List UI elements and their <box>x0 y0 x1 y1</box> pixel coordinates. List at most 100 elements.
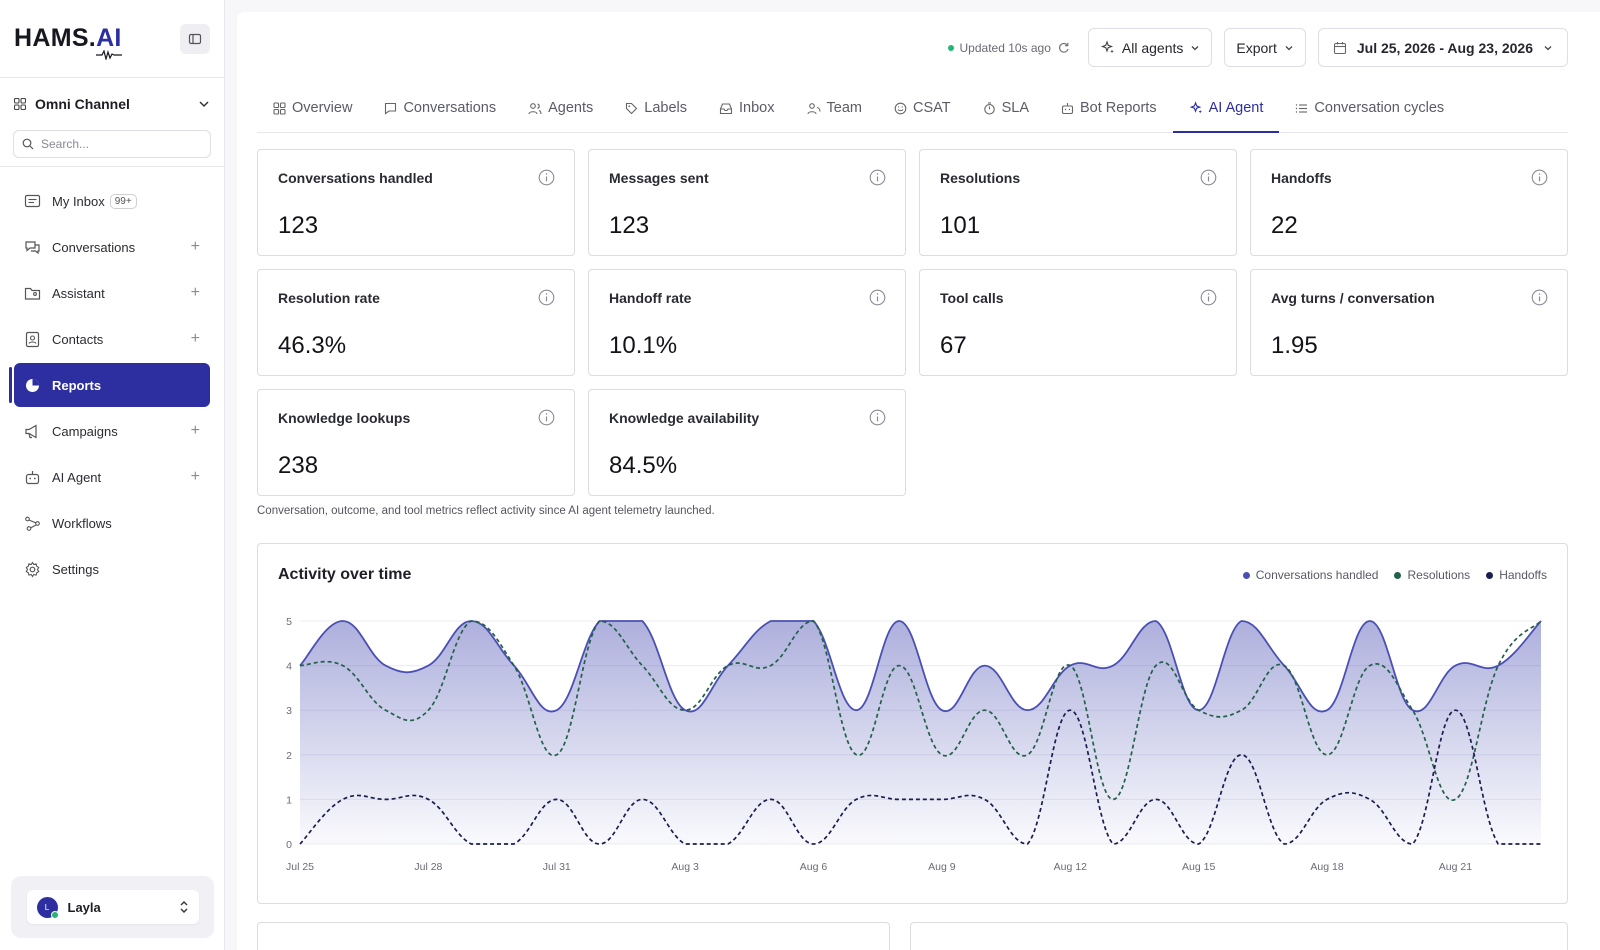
refresh-icon[interactable] <box>1057 41 1070 54</box>
x-tick-label: Aug 9 <box>928 861 956 873</box>
workflow-icon <box>25 516 40 531</box>
metric-card: Knowledge lookups 238 <box>257 389 575 496</box>
sidebar-item-label: Campaigns <box>52 423 118 439</box>
info-icon[interactable] <box>538 289 555 306</box>
agent-filter-dropdown[interactable]: All agents <box>1087 28 1213 67</box>
y-tick-label: 2 <box>286 750 292 762</box>
sidebar-item-reports[interactable]: Reports <box>9 363 210 407</box>
info-icon[interactable] <box>1531 169 1548 186</box>
metric-value: 10.1% <box>609 332 678 359</box>
sidebar-collapse-button[interactable] <box>180 23 210 54</box>
channel-switcher[interactable]: Omni Channel <box>0 78 224 130</box>
sidebar-item-campaigns[interactable]: Campaigns + <box>14 409 210 453</box>
channel-label: Omni Channel <box>35 96 130 112</box>
info-icon[interactable] <box>538 409 555 426</box>
metric-card: Avg turns / conversation 1.95 <box>1250 269 1568 376</box>
report-toolbar: Updated 10s ago All agents Export <box>947 28 1568 67</box>
info-icon[interactable] <box>869 289 886 306</box>
tab-overview[interactable]: Overview <box>257 84 368 132</box>
add-contact-button[interactable]: + <box>190 330 200 347</box>
tab-bot-reports[interactable]: Bot Reports <box>1045 84 1173 132</box>
metric-title: Resolutions <box>940 170 1021 186</box>
users-icon <box>528 102 542 114</box>
last-updated: Updated 10s ago <box>947 41 1070 55</box>
legend-item[interactable]: Conversations handled <box>1242 568 1378 582</box>
metric-title: Avg turns / conversation <box>1271 290 1435 306</box>
tab-label: Agents <box>548 100 594 116</box>
sidebar-item-contacts[interactable]: Contacts + <box>14 317 210 361</box>
tab-team[interactable]: Team <box>791 84 878 132</box>
tab-conversations[interactable]: Conversations <box>368 84 512 132</box>
date-range-picker[interactable]: Jul 25, 2026 - Aug 23, 2026 <box>1317 28 1568 67</box>
legend-item[interactable]: Resolutions <box>1394 568 1470 582</box>
search-input[interactable] <box>41 137 201 151</box>
telemetry-note: Conversation, outcome, and tool metrics … <box>257 505 715 517</box>
sidebar-item-label: Contacts <box>52 331 104 347</box>
app-logo[interactable]: HAMS.AI <box>14 24 122 60</box>
metric-title: Conversations handled <box>278 170 433 186</box>
pie-chart-icon <box>26 378 39 392</box>
sidebar-item-workflows[interactable]: Workflows <box>14 501 210 545</box>
metric-value: 84.5% <box>609 452 678 479</box>
x-tick-label: Aug 15 <box>1182 861 1215 873</box>
add-assistant-button[interactable]: + <box>190 284 200 301</box>
info-icon[interactable] <box>869 169 886 186</box>
tab-csat[interactable]: CSAT <box>878 84 967 132</box>
legend-item[interactable]: Handoffs <box>1486 568 1547 582</box>
avatar: L <box>36 896 59 919</box>
sidebar-item-ai-agent[interactable]: AI Agent + <box>14 455 210 499</box>
export-button[interactable]: Export <box>1224 28 1306 67</box>
metric-value: 123 <box>278 212 319 239</box>
user-menu-button[interactable]: L Layla <box>26 890 199 924</box>
info-icon[interactable] <box>869 409 886 426</box>
tab-label: Conversation cycles <box>1314 100 1445 116</box>
chat-bubbles-icon <box>25 240 40 254</box>
metric-card: Resolutions 101 <box>919 149 1237 256</box>
info-icon[interactable] <box>1531 289 1548 306</box>
metric-value: 123 <box>609 212 650 239</box>
sidebar-item-conversations[interactable]: Conversations + <box>14 225 210 269</box>
tab-label: Bot Reports <box>1080 100 1157 116</box>
tab-conversation-cycles[interactable]: Conversation cycles <box>1279 84 1460 132</box>
tab-sla[interactable]: SLA <box>967 84 1045 132</box>
metric-card: Handoff rate 10.1% <box>588 269 906 376</box>
sidebar: HAMS.AI Omni Channel <box>0 0 225 950</box>
metric-card: Knowledge availability 84.5% <box>588 389 906 496</box>
tab-labels[interactable]: Labels <box>609 84 703 132</box>
legend-swatch <box>1486 571 1494 579</box>
legend-label: Handoffs <box>1499 568 1547 582</box>
chevron-down-icon <box>1285 45 1293 50</box>
nav-divider <box>0 166 224 167</box>
info-icon[interactable] <box>538 169 555 186</box>
info-icon[interactable] <box>1200 169 1217 186</box>
team-icon <box>806 102 821 114</box>
x-tick-label: Jul 25 <box>286 861 314 873</box>
sidebar-item-assistant[interactable]: Assistant + <box>14 271 210 315</box>
chart-title: Activity over time <box>278 566 412 583</box>
info-icon[interactable] <box>1200 289 1217 306</box>
sidebar-item-label: My Inbox <box>52 193 105 209</box>
add-conversation-button[interactable]: + <box>190 238 200 255</box>
metric-value: 101 <box>940 212 981 239</box>
chevron-down-icon <box>199 101 209 108</box>
waveform-icon <box>96 50 122 60</box>
sidebar-search[interactable] <box>13 130 211 158</box>
tab-label: CSAT <box>912 100 951 116</box>
metric-title: Handoff rate <box>609 290 692 306</box>
legend-swatch <box>1242 571 1250 579</box>
search-icon <box>22 138 34 150</box>
tag-icon <box>626 102 638 114</box>
add-campaign-button[interactable]: + <box>190 422 200 439</box>
tab-agents[interactable]: Agents <box>512 84 609 132</box>
sidebar-item-settings[interactable]: Settings <box>14 547 210 591</box>
inbox-icon <box>24 194 41 207</box>
add-ai-agent-button[interactable]: + <box>190 468 200 485</box>
series-line-handoffs <box>299 709 1541 845</box>
tab-inbox[interactable]: Inbox <box>703 84 790 132</box>
bot-icon <box>1061 102 1074 114</box>
report-tabs: Overview Conversations Agents Labels Inb… <box>257 84 1568 133</box>
metric-value: 67 <box>940 332 967 359</box>
sidebar-item-my-inbox[interactable]: My Inbox 99+ <box>14 179 210 223</box>
tab-ai-agent[interactable]: AI Agent <box>1172 84 1280 133</box>
chart-legend: Conversations handled Resolutions Handoffs <box>1242 568 1547 582</box>
